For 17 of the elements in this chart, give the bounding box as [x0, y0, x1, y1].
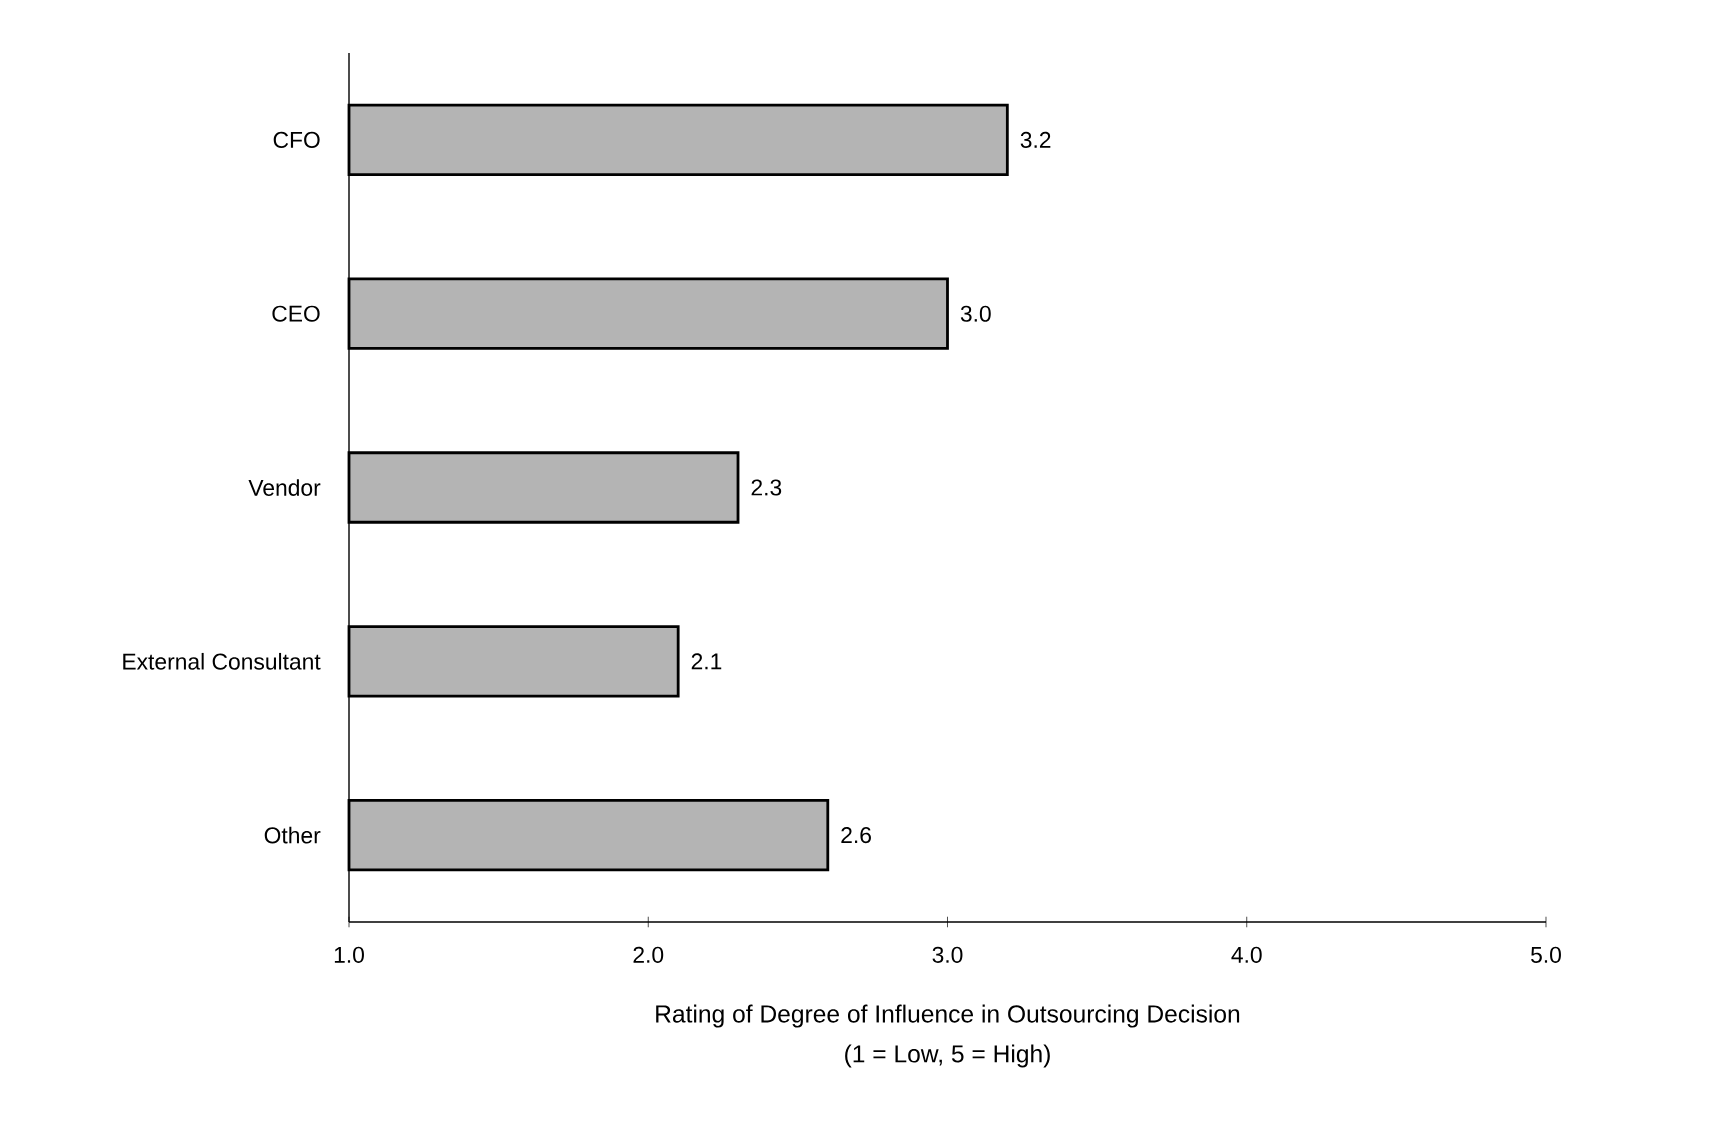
y-tick-label: Other — [264, 826, 321, 844]
y-tick-label: CEO — [272, 305, 320, 322]
y-tick-label: Vendor — [248, 479, 321, 496]
data-label: 2.3 — [751, 479, 782, 496]
data-label: 3.0 — [960, 305, 991, 322]
x-tick-label: 4.0 — [1231, 946, 1262, 963]
x-tick-label: 2.0 — [633, 946, 664, 963]
data-label: 2.1 — [691, 653, 722, 670]
y-tick-label: External Consultant — [123, 652, 321, 670]
data-label: 3.2 — [1020, 131, 1051, 148]
x-tick-label: 5.0 — [1531, 946, 1561, 963]
text: (1 = Low, 5 = High) — [845, 1044, 1050, 1068]
data-label: 2.6 — [841, 827, 871, 844]
x-axis-title: Rating of Degree of Influence in Outsourcing Decision — [656, 1004, 1240, 1028]
x-tick-label: 1.0 — [334, 946, 364, 963]
x-tick-label: 3.0 — [932, 946, 963, 963]
y-tick-label: CFO — [273, 131, 320, 148]
